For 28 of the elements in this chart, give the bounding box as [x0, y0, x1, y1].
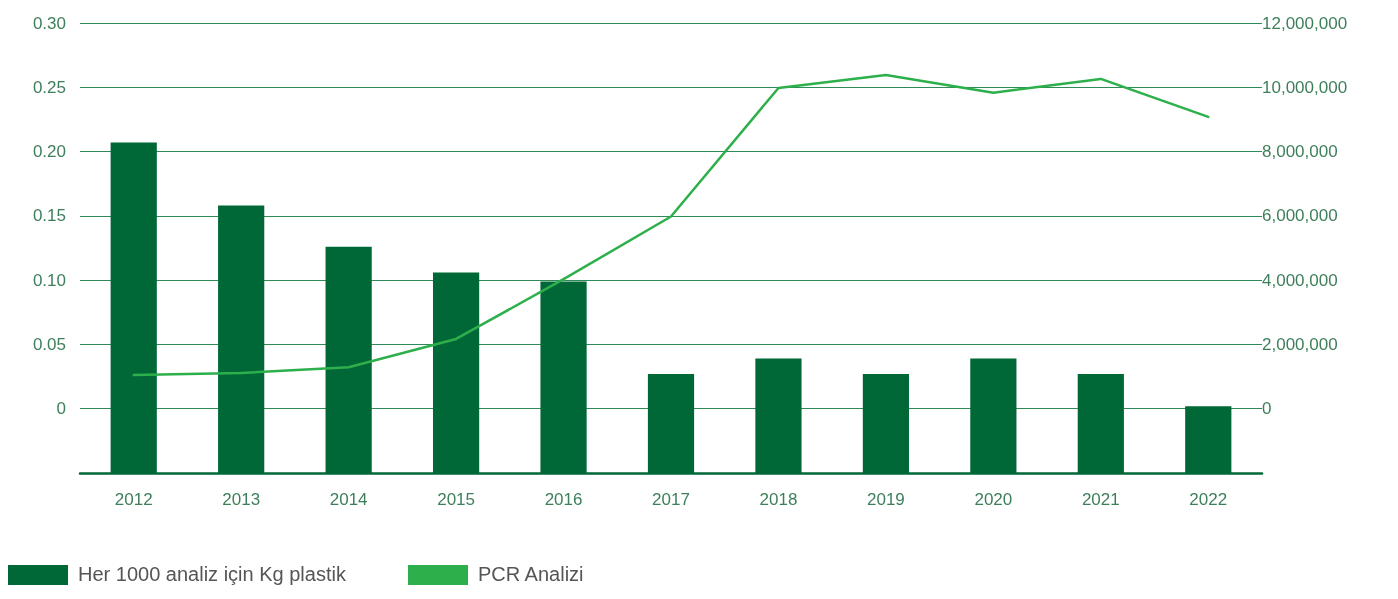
y2-tick-label: 10,000,000	[1262, 77, 1348, 97]
x-tick-label: 2020	[974, 490, 1013, 509]
y2-tick-label: 2,000,000	[1262, 334, 1338, 354]
x-tick-label: 2022	[1189, 490, 1228, 509]
y-tick-label: 0.15	[32, 206, 66, 226]
x-tick-label: 2019	[867, 490, 905, 509]
x-tick-label: 2014	[329, 490, 368, 509]
y2-tick-label: 8,000,000	[1262, 142, 1338, 162]
y2-tick-label: 6,000,000	[1262, 206, 1338, 226]
y-tick-label: 0.10	[32, 270, 66, 290]
x-tick-label: 2012	[114, 490, 153, 509]
legend-label: PCR Analizi	[477, 563, 584, 586]
y2-tick-label: 12,000,000	[1262, 13, 1348, 33]
y2-tick-label: 0	[1262, 399, 1272, 419]
x-tick-label: 2016	[544, 490, 583, 509]
y-tick-label: 0.30	[32, 13, 66, 33]
x-tick-label: 2017	[652, 490, 690, 509]
y-tick-label: 0.25	[32, 77, 66, 97]
legend-label: Her 1000 analiz için Kg plastik	[78, 563, 346, 586]
y-tick-label: 0.05	[32, 334, 66, 354]
y2-tick-label: 4,000,000	[1262, 270, 1338, 290]
x-tick-label: 2018	[759, 490, 798, 509]
y-tick-label: 0.20	[32, 142, 66, 162]
x-tick-label: 2015	[437, 490, 475, 509]
line-series	[132, 73, 1210, 377]
y-tick-label: 0	[56, 399, 66, 419]
x-tick-label: 2013	[222, 490, 261, 509]
x-tick-label: 2021	[1081, 490, 1120, 509]
